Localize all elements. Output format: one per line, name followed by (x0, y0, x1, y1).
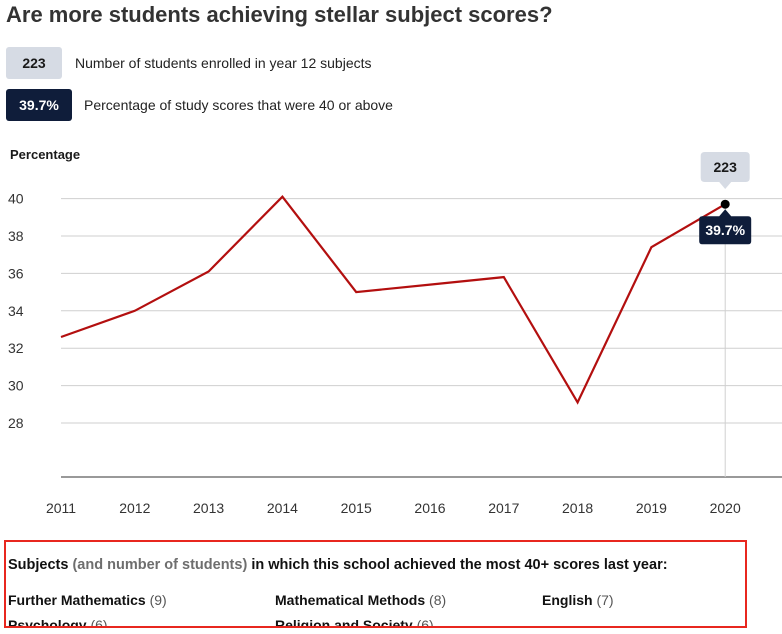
subjects-heading-muted: (and number of students) (72, 557, 248, 573)
subject-item: Religion and Society (6) (275, 617, 434, 628)
subject-count: (9) (149, 592, 167, 608)
students-callout (700, 152, 750, 189)
percentage-badge: 39.7% (6, 89, 72, 121)
subject-count: (7) (596, 592, 614, 608)
subject-item: English (7) (542, 592, 614, 608)
x-tick-label: 2012 (119, 500, 150, 516)
students-callout-label: 223 (714, 159, 738, 175)
subject-count: (6) (90, 617, 108, 628)
top-subjects-panel: Subjects (and number of students) in whi… (4, 540, 747, 628)
subject-item: Mathematical Methods (8) (275, 592, 446, 608)
subjects-heading-rest: in which this school achieved the most 4… (251, 557, 668, 573)
subject-name: English (542, 592, 593, 608)
highlight-point (720, 199, 730, 209)
subject-name: Further Mathematics (8, 592, 146, 608)
y-tick-labels: 28 30 32 34 36 38 40 (8, 191, 24, 431)
y-tick-label: 36 (8, 265, 24, 281)
gridlines (61, 198, 782, 478)
y-tick-label: 30 (8, 378, 24, 394)
subject-count: (6) (416, 617, 434, 628)
x-tick-label: 2020 (710, 500, 741, 516)
x-tick-label: 2011 (46, 500, 76, 516)
series-line (60, 195, 726, 405)
highlight-annotation: 223 39.7% (699, 152, 752, 477)
subject-item: Psychology (6) (8, 617, 108, 628)
subject-item: Further Mathematics (9) (8, 592, 167, 608)
y-axis-title: Percentage (10, 147, 80, 162)
series-layer (60, 195, 726, 405)
x-tick-label: 2014 (267, 500, 298, 516)
legend-percentage: 39.7% Percentage of study scores that we… (6, 89, 393, 121)
students-badge: 223 (6, 47, 62, 79)
y-tick-label: 28 (8, 415, 24, 431)
y-tick-label: 38 (8, 228, 24, 244)
subjects-heading: Subjects (and number of students) in whi… (8, 557, 668, 573)
x-tick-label: 2019 (636, 500, 667, 516)
x-tick-label: 2013 (193, 500, 224, 516)
y-tick-label: 32 (8, 340, 24, 356)
x-tick-labels: 2011 2012 2013 2014 2015 2016 2017 2018 2019 2020 (46, 500, 741, 516)
x-tick-label: 2015 (341, 500, 372, 516)
percentage-legend-label: Percentage of study scores that were 40 … (84, 97, 393, 113)
subject-name: Mathematical Methods (275, 592, 426, 608)
subjects-heading-bold: Subjects (8, 557, 69, 573)
percentage-callout (699, 209, 752, 245)
page-title: Are more students achieving stellar subj… (6, 2, 553, 27)
subject-name: Psychology (8, 617, 87, 628)
x-tick-label: 2016 (414, 500, 445, 516)
percentage-callout-label: 39.7% (705, 222, 745, 238)
y-tick-label: 34 (8, 303, 24, 319)
y-tick-label: 40 (8, 191, 24, 207)
x-tick-label: 2018 (562, 500, 593, 516)
students-legend-label: Number of students enrolled in year 12 s… (75, 55, 372, 71)
legend-students: 223 Number of students enrolled in year … (6, 47, 372, 79)
x-tick-label: 2017 (488, 500, 519, 516)
subject-count: (8) (429, 592, 447, 608)
subject-name: Religion and Society (275, 617, 413, 628)
